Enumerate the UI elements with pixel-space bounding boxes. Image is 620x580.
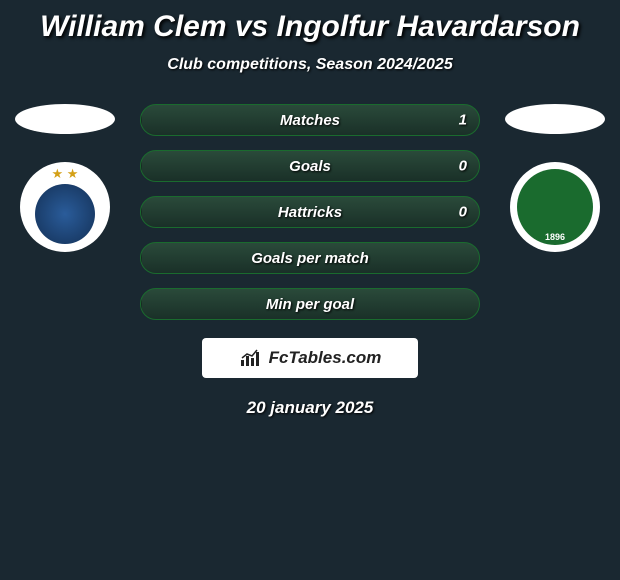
date-label: 20 january 2025 — [0, 398, 620, 418]
player-left-avatar — [15, 104, 115, 134]
branding-box[interactable]: FcTables.com — [202, 338, 418, 378]
player-right-column — [500, 104, 610, 252]
club-badge-right — [510, 162, 600, 252]
stat-fill — [141, 151, 142, 181]
chart-icon — [239, 348, 263, 368]
stat-fill — [141, 243, 142, 273]
comparison-row: Matches 1 Goals 0 Hattricks 0 Goals per match M… — [0, 104, 620, 320]
subtitle: Club competitions, Season 2024/2025 — [0, 56, 620, 74]
comparison-widget: William Clem vs Ingolfur Havardarson Clu… — [0, 0, 620, 428]
stat-fill — [141, 289, 142, 319]
stat-label: Hattricks — [278, 204, 342, 221]
branding-text: FcTables.com — [269, 348, 382, 368]
player-right-avatar — [505, 104, 605, 134]
stat-label: Matches — [280, 112, 340, 129]
stat-right-value: 1 — [459, 112, 467, 129]
stat-label: Goals per match — [251, 250, 369, 267]
stat-label: Min per goal — [266, 296, 354, 313]
stat-bar: Goals 0 — [140, 150, 480, 182]
stat-fill — [141, 197, 142, 227]
stat-bar: Matches 1 — [140, 104, 480, 136]
stat-bar: Hattricks 0 — [140, 196, 480, 228]
stat-bar: Min per goal — [140, 288, 480, 320]
stat-label: Goals — [289, 158, 331, 175]
page-title: William Clem vs Ingolfur Havardarson — [0, 10, 620, 44]
stat-bar: Goals per match — [140, 242, 480, 274]
stat-right-value: 0 — [459, 204, 467, 221]
stat-right-value: 0 — [459, 158, 467, 175]
club-badge-left — [20, 162, 110, 252]
player-left-column — [10, 104, 120, 252]
stats-column: Matches 1 Goals 0 Hattricks 0 Goals per match M… — [140, 104, 480, 320]
stat-fill — [141, 105, 142, 135]
